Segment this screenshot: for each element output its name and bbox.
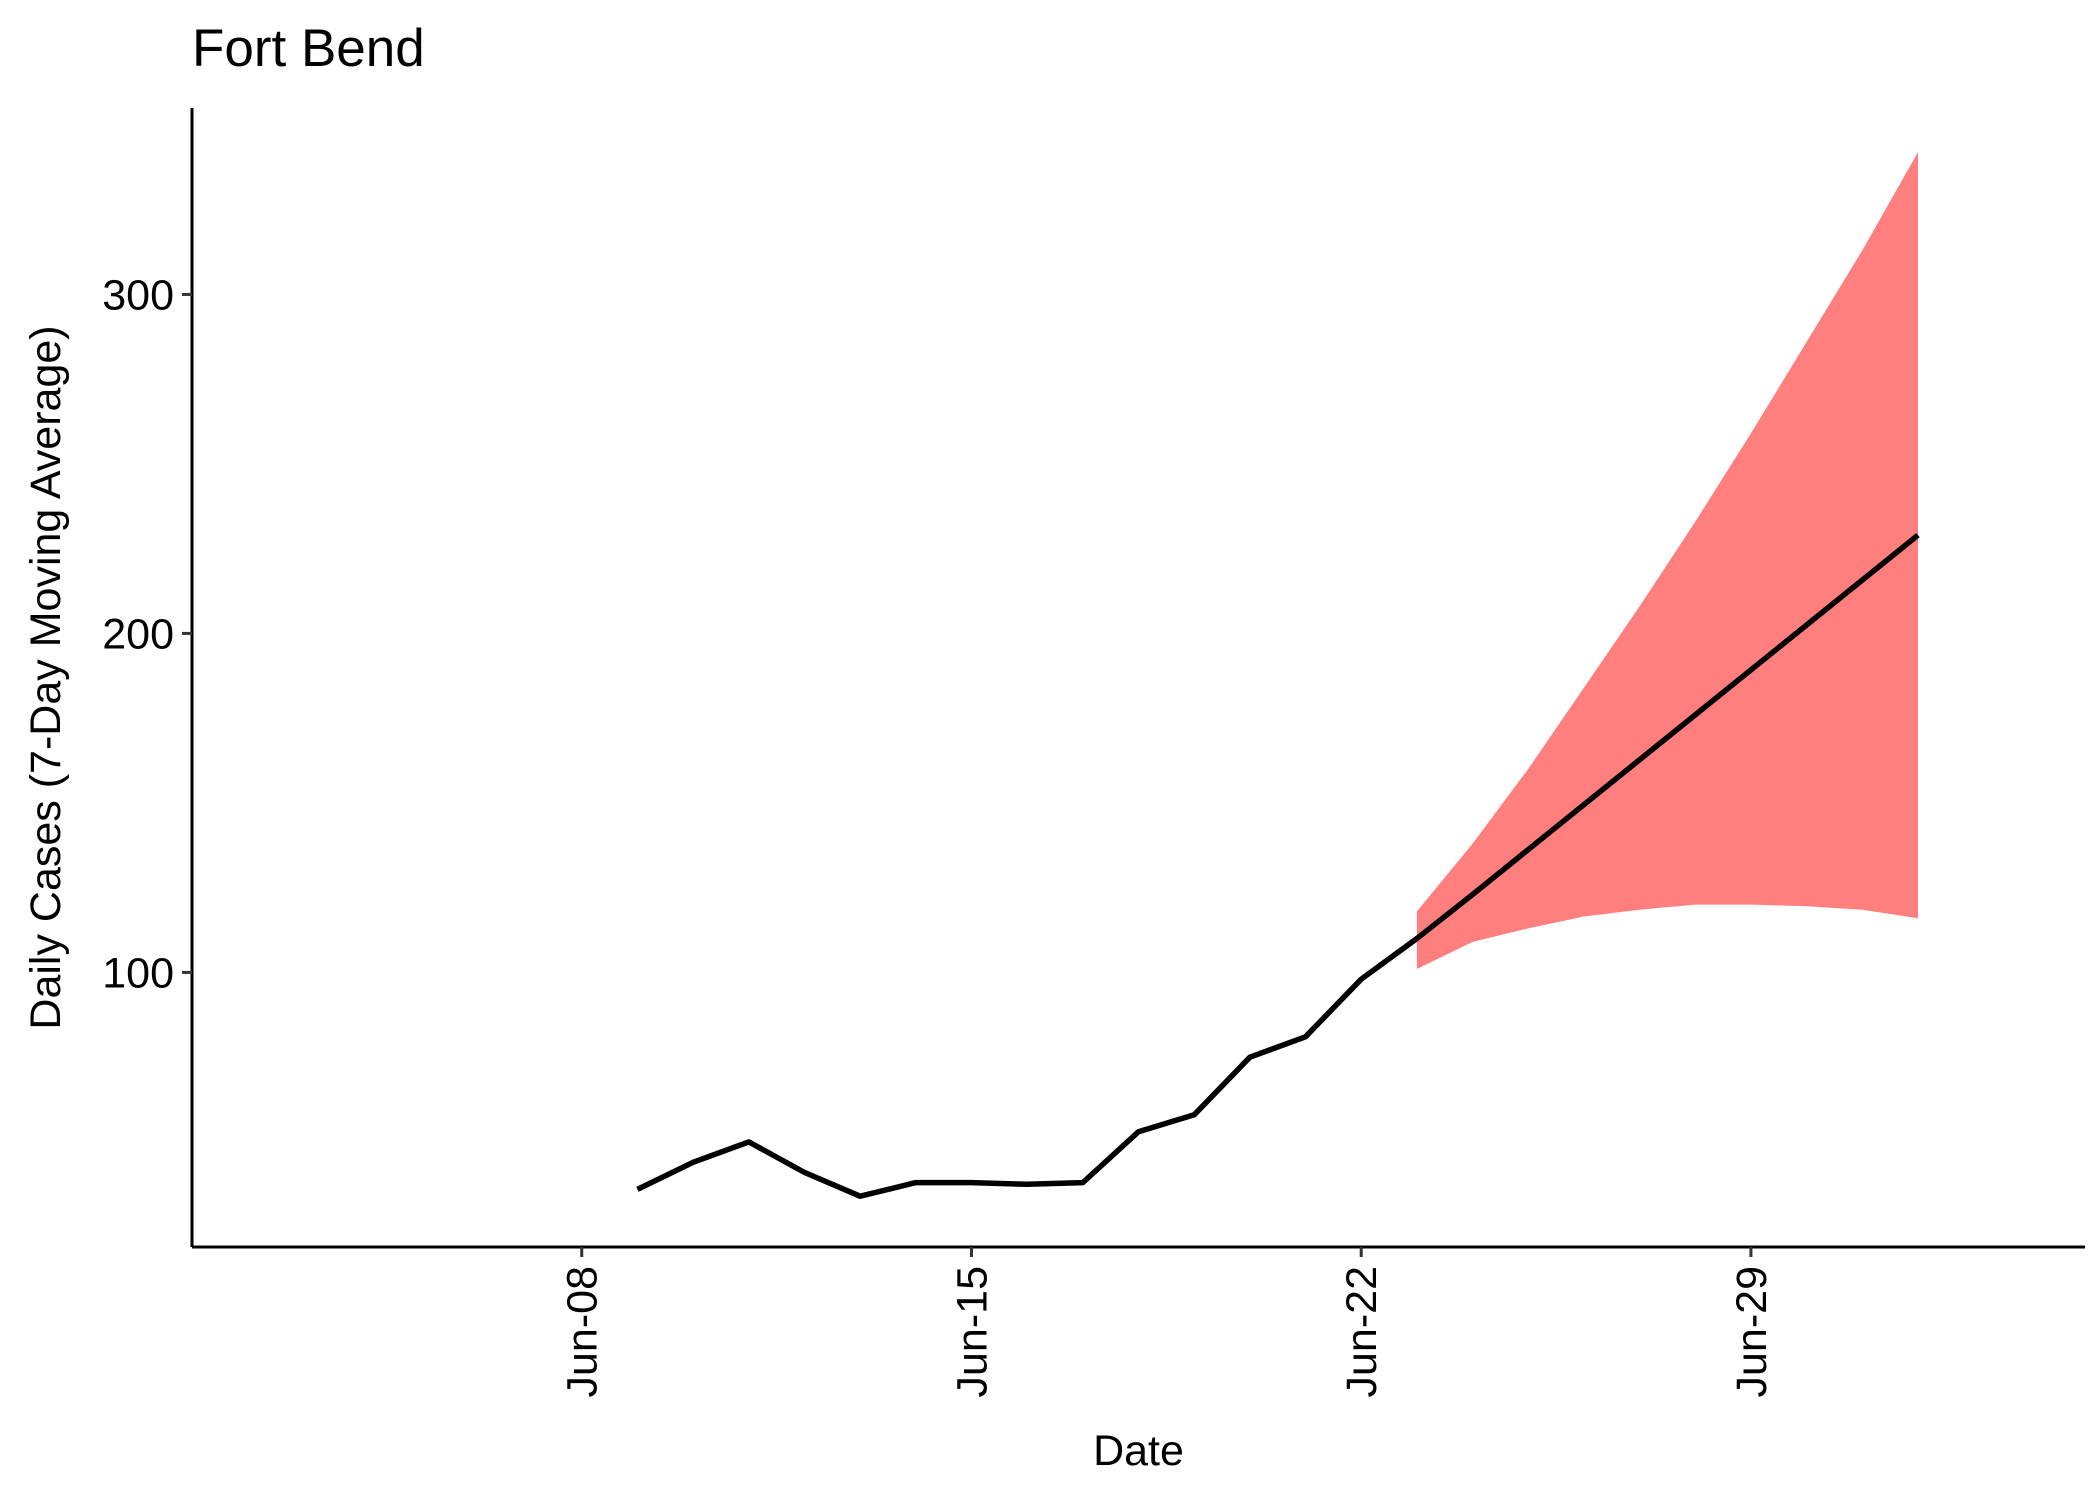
x-tick-label: Jun-29 bbox=[1728, 1266, 1776, 1397]
y-tick-label: 300 bbox=[102, 271, 174, 319]
forecast-band-layer bbox=[1416, 152, 1918, 970]
observed-series-line bbox=[636, 936, 1419, 1199]
y-axis-ticks: 100 200 300 bbox=[102, 271, 192, 997]
forecast-series-line bbox=[1415, 532, 1920, 941]
plot-area bbox=[636, 152, 1920, 1199]
y-axis-title: Daily Cases (7-Day Moving Average) bbox=[22, 325, 70, 1029]
y-tick-label: 100 bbox=[102, 949, 174, 997]
x-tick-label: Jun-22 bbox=[1338, 1266, 1386, 1397]
series-layer bbox=[636, 532, 1920, 1199]
x-tick-label: Jun-15 bbox=[948, 1266, 996, 1397]
x-axis-title: Date bbox=[1093, 1427, 1184, 1475]
forecast-interval-band bbox=[1416, 152, 1918, 970]
y-tick-label: 200 bbox=[102, 610, 174, 658]
x-tick-label: Jun-08 bbox=[559, 1266, 607, 1397]
chart-title: Fort Bend bbox=[192, 19, 425, 78]
x-axis-ticks: Jun-08 Jun-15 Jun-22 Jun-29 bbox=[559, 1247, 1776, 1397]
